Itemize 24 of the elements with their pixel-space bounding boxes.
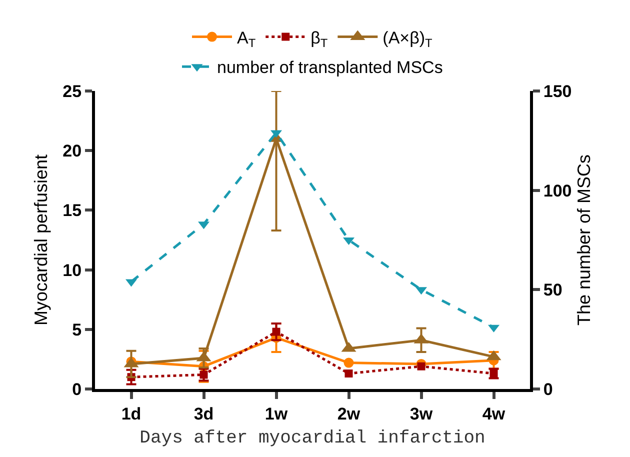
legend-label: (A×β)$_{T}$ [382, 28, 432, 50]
x-tick-label: 1d [121, 404, 142, 424]
legend-label: β$_{T}$ [310, 28, 328, 50]
y2-tick-label: 0 [543, 380, 553, 399]
y-tick-label: 20 [62, 142, 82, 161]
legend-label: number of transplanted MSCs [217, 58, 443, 78]
y-tick-label: 15 [62, 201, 82, 220]
x-tick-label: 1w [264, 404, 288, 424]
y2-axis-title: The number of MSCs [574, 154, 594, 326]
y-tick-label: 5 [72, 320, 82, 340]
y2-tick-label: 100 [543, 181, 572, 200]
point [344, 358, 354, 368]
x-tick-label: 3w [410, 404, 434, 424]
x-tick-label: 4w [482, 404, 506, 424]
legend-label: A$_{T}$ [237, 28, 256, 50]
y-tick-label: 10 [62, 260, 82, 280]
y-tick-label: 25 [62, 82, 82, 101]
y-axis-title: Myocardial perfusient [31, 154, 51, 326]
y2-tick-label: 50 [543, 280, 562, 300]
x-tick-label: 2w [337, 404, 361, 424]
y-tick-label: 0 [72, 380, 82, 399]
y2-tick-label: 150 [543, 82, 572, 101]
x-tick-label: 3d [194, 404, 214, 424]
x-axis-title: Days after myocardial infarction [140, 428, 486, 448]
